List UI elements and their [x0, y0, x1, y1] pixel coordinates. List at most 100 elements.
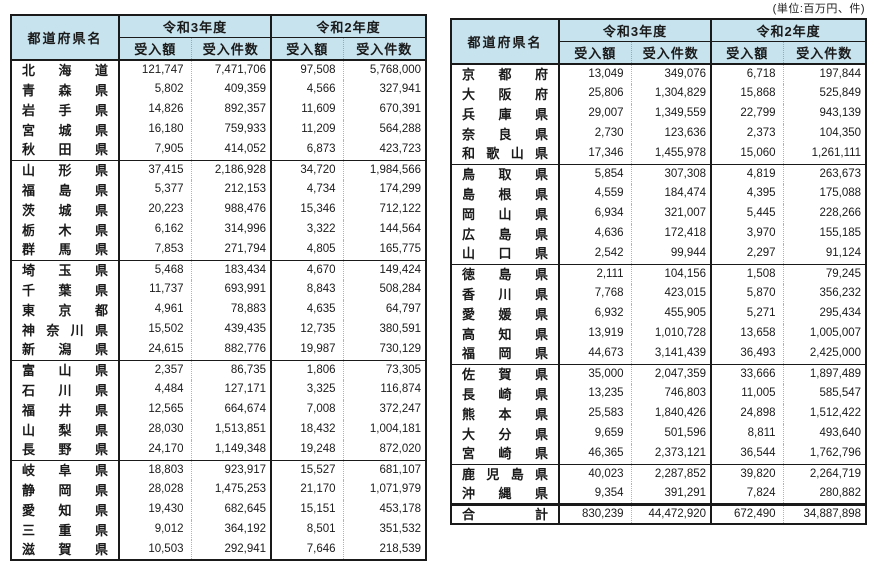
prefecture-row: 茨城県 20,223 988,476 15,346 712,122 [11, 200, 426, 220]
prefecture-row: 香川県 7,768 423,015 5,870 356,232 [451, 284, 866, 304]
prefecture-name: 兵庫県 [451, 104, 561, 124]
prefecture-name: 宮城県 [11, 120, 120, 140]
table-header: 都道府県名 令和3年度 令和2年度 受入額 受入件数 受入額 受入件数 [11, 15, 427, 61]
prefecture-name: 長野県 [11, 440, 120, 460]
prefecture-name: 京都府 [451, 63, 561, 84]
prefecture-name: 徳島県 [451, 263, 561, 284]
document-page: 都道府県名 令和3年度 令和2年度 受入額 受入件数 受入額 受入件数 北海道 1… [10, 3, 868, 561]
prefecture-row: 富山県 2,357 86,735 1,806 73,305 [11, 359, 427, 380]
r2-count-value: 327,941 [379, 83, 422, 96]
prefecture-row: 秋田県 7,905 414,052 6,873 423,723 [11, 140, 426, 160]
r3-amount-value: 9,012 [119, 520, 192, 540]
r3-amount-value: 4,636 [559, 224, 632, 244]
r3-count-value: 1,513,851 [191, 420, 273, 440]
r3-amount-value: 13,919 [559, 324, 632, 344]
table-body: 北海道 121,747 7,471,706 97,508 5,768,000 青森県 5,8… [11, 59, 427, 560]
r3-count-value: 104,156 [631, 263, 713, 284]
r2-amount-value: 3,325 [271, 380, 344, 400]
prefecture-row: 和歌山県 17,346 1,455,978 15,060 1,261,111 [451, 144, 866, 164]
prefecture-name: 青森県 [11, 80, 120, 100]
prefecture-row: 石川県 4,484 127,171 3,325 116,874 [11, 380, 426, 400]
prefecture-name: 静岡県 [11, 480, 120, 500]
r3-count-value: 746,803 [631, 384, 713, 404]
r2-count-value: 73,305 [343, 359, 427, 380]
prefecture-name: 山形県 [11, 159, 120, 180]
r3-amount-value: 13,235 [559, 384, 632, 404]
r3-count-value: 7,471,706 [191, 59, 273, 80]
year-r3-header: 令和3年度 [559, 19, 713, 42]
prefecture-row: 鳥取県 5,854 307,308 4,819 263,673 [451, 163, 867, 184]
r2-count-value: 872,020 [379, 443, 422, 455]
r2-amount-value: 19,987 [271, 340, 344, 360]
r3-amount-value: 24,170 [119, 440, 192, 460]
r3-amount-value: 2,111 [559, 263, 632, 284]
prefecture-name: 和歌山県 [451, 144, 561, 164]
prefecture-name: 大阪府 [451, 84, 561, 104]
r3-count-value: 44,472,920 [631, 502, 713, 524]
prefecture-row: 広島県 4,636 172,418 3,970 155,185 [451, 224, 866, 244]
prefecture-row: 群馬県 7,853 271,794 4,805 165,775 [11, 240, 426, 260]
r2-amount-value: 1,508 [711, 263, 784, 284]
r2-count-value: 1,984,566 [343, 159, 427, 180]
prefecture-name: 佐賀県 [451, 363, 561, 384]
r2-amount-value: 5,445 [711, 204, 784, 224]
r3-count-value: 664,674 [191, 400, 273, 420]
r3-amount-value: 44,673 [559, 344, 632, 364]
r3-count-value: 1,475,253 [191, 480, 273, 500]
r2-amount-value: 15,868 [711, 84, 784, 104]
r3-count-value: 882,776 [191, 340, 273, 360]
r2-amount-value: 2,297 [711, 244, 784, 264]
prefecture-name: 茨城県 [11, 200, 120, 220]
r3-count-value: 292,941 [191, 540, 273, 560]
r2-count-value: 423,723 [379, 143, 422, 155]
prefecture-name: 新潟県 [11, 340, 120, 360]
r3-count-value: 501,596 [631, 424, 713, 444]
r3-count-value: 2,373,121 [631, 444, 713, 464]
r2-amount-header: 受入額 [711, 41, 784, 65]
r2-amount-value: 8,811 [711, 424, 784, 444]
r3-amount-value: 15,502 [119, 320, 192, 340]
r2-amount-value: 36,544 [711, 444, 784, 464]
r3-count-value: 314,996 [191, 220, 273, 240]
prefecture-name: 沖縄県 [451, 484, 561, 504]
prefecture-name: 富山県 [11, 359, 120, 380]
r3-count-value: 183,434 [191, 259, 273, 280]
prefecture-row: 愛媛県 6,932 455,905 5,271 295,434 [451, 304, 866, 324]
r2-amount-value: 11,209 [271, 120, 344, 140]
prefecture-row: 神奈川県 15,502 439,435 12,735 380,591 [11, 320, 426, 340]
prefecture-row: 山形県 37,415 2,186,928 34,720 1,984,566 [11, 159, 427, 180]
prefecture-name: 秋田県 [11, 140, 120, 160]
r2-count-value: 712,122 [379, 203, 422, 216]
r3-count-value: 892,357 [191, 100, 273, 120]
prefecture-row: 沖縄県 9,354 391,291 7,824 280,882 [451, 484, 866, 504]
prefecture-row: 東京都 4,961 78,883 4,635 64,797 [11, 300, 426, 320]
prefecture-name: 北海道 [11, 59, 120, 80]
prefecture-name: 福井県 [11, 400, 120, 420]
prefecture-row: 長野県 24,170 1,149,348 19,248 872,020 [11, 440, 426, 460]
r2-count-value: 91,124 [825, 247, 862, 259]
r2-amount-value: 97,508 [271, 59, 344, 80]
r3-amount-value: 11,737 [119, 280, 192, 300]
prefecture-name: 高知県 [451, 324, 561, 344]
r2-amount-value: 12,735 [271, 320, 344, 340]
r2-amount-value: 39,820 [711, 463, 784, 484]
r2-amount-value: 5,271 [711, 304, 784, 324]
r3-amount-value: 25,806 [559, 84, 632, 104]
r3-amount-value: 9,354 [559, 484, 632, 504]
r2-count-value: 149,424 [343, 259, 427, 280]
r3-count-value: 2,186,928 [191, 159, 273, 180]
prefecture-row: 青森県 5,802 409,359 4,566 327,941 [11, 80, 426, 100]
prefecture-row: 兵庫県 29,007 1,349,559 22,799 943,139 [451, 104, 866, 124]
r3-amount-value: 6,162 [119, 220, 192, 240]
r2-amount-value: 7,824 [711, 484, 784, 504]
r3-count-value: 123,636 [631, 124, 713, 144]
prefecture-row: 新潟県 24,615 882,776 19,987 730,129 [11, 340, 426, 360]
r3-count-value: 127,171 [191, 380, 273, 400]
prefecture-row: 高知県 13,919 1,010,728 13,658 1,005,007 [451, 324, 866, 344]
prefecture-name: 岩手県 [11, 100, 120, 120]
r3-count-value: 99,944 [631, 244, 713, 264]
prefecture-column-header: 都道府県名 [451, 19, 561, 65]
r2-amount-value: 4,566 [271, 80, 344, 100]
r2-count-value: 64,797 [385, 303, 422, 316]
r3-count-value: 1,349,559 [631, 104, 713, 124]
